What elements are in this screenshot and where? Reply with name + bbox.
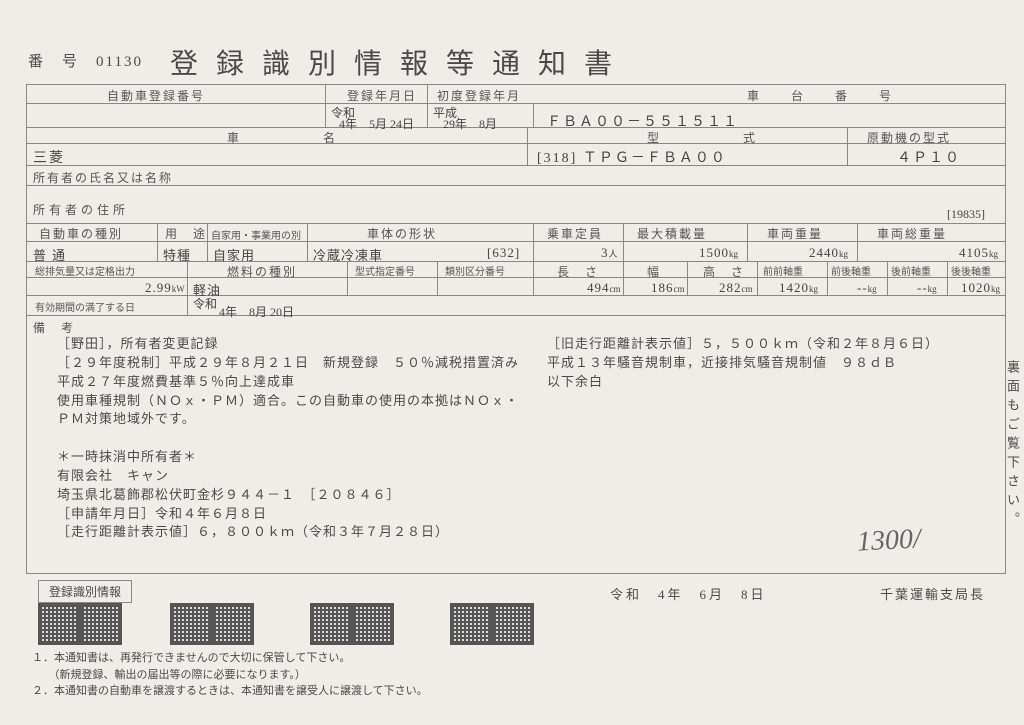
qrcode-icon: [212, 603, 254, 645]
lbl-model: 型 式: [647, 129, 767, 146]
qrcode-icon: [352, 603, 394, 645]
lbl-len: 長 さ: [557, 263, 599, 280]
issuer: 千葉運輸支局長: [880, 584, 985, 603]
chassis-no: ＦＢＡ００－５５１５１１: [547, 111, 739, 131]
v-class: 普通: [33, 245, 71, 264]
lbl-body: 車体の形状: [367, 225, 437, 242]
lbl-chassis: 車 台 番 号: [747, 87, 901, 104]
doc-number-label: 番 号 01130: [28, 50, 143, 71]
v-rr: 1020kg: [961, 280, 1000, 296]
v-ff: 1420kg: [779, 280, 818, 296]
qrcode-icon: [80, 603, 122, 645]
lbl-owner-name: 所有者の氏名又は名称: [33, 169, 173, 186]
lbl-first-reg: 初度登録年月: [437, 87, 521, 104]
exp-date: 4年 8月 20日: [219, 303, 294, 320]
lbl-owner-addr: 所有者の住所: [33, 201, 129, 218]
lbl-rr: 後後軸重: [951, 263, 991, 278]
lbl-class: 自動車の種別: [39, 225, 123, 242]
owner-num: [19835]: [947, 207, 985, 222]
doc-title: 登録識別情報等通知書: [170, 42, 630, 82]
v-disp: 2.99kW: [145, 280, 185, 296]
qrcode-icon: [492, 603, 534, 645]
lbl-expiry: 有効期間の満了する日: [35, 299, 135, 314]
lbl-private: 自家用・事業用の別: [211, 227, 301, 242]
lbl-rf: 後前軸重: [891, 263, 931, 278]
lbl-engine: 原動機の型式: [867, 129, 951, 146]
model-type: [318] ＴＰＧ－ＦＢＡ００: [537, 147, 727, 167]
qrcode-icon: [170, 603, 212, 645]
first-reg: 29年 8月: [443, 115, 497, 132]
lbl-disp: 総排気量又は定格出力: [35, 263, 135, 278]
footer-notes: １．本通知書は、再発行できませんので大切に保管して下さい。 （新規登録、輸出の届…: [32, 650, 428, 700]
v-len: 494cm: [587, 280, 621, 296]
lbl-ff: 前前軸重: [763, 263, 803, 278]
v-hgt: 282cm: [719, 280, 753, 296]
maker: 三菱: [33, 147, 65, 167]
v-load: 1500kg: [699, 245, 738, 261]
v-wt: 2440kg: [809, 245, 848, 261]
lbl-load: 最大積載量: [637, 225, 707, 242]
reg-date: 4年 5月 24日: [339, 115, 414, 132]
v-rf: --kg: [917, 280, 937, 296]
lbl-remarks: 備 考: [33, 319, 75, 336]
lbl-cat: 類別区分番号: [445, 263, 505, 278]
lbl-reg-date: 登録年月日: [347, 87, 417, 104]
lbl-weight: 車両重量: [767, 225, 823, 242]
v-body: 冷蔵冷凍車: [313, 245, 383, 264]
remarks-left: ［野田］，所有者変更記録 ［２９年度税制］平成２９年８月２１日 新規登録 ５０％…: [57, 335, 527, 542]
v-fr: --kg: [857, 280, 877, 296]
remarks-right: ［旧走行距離計表示値］５，５００ｋｍ（令和２年８月６日） 平成１３年騒音規制車，…: [547, 335, 987, 392]
side-note: 裏面もご覧下さい。: [1003, 360, 1022, 531]
engine-type: ４Ｐ１０: [897, 147, 961, 167]
issue-date: 令和 4年 6月 8日: [610, 584, 767, 603]
qrcode-icon: [38, 603, 80, 645]
v-priv: 自家用: [213, 245, 255, 264]
lbl-wid: 幅: [647, 263, 661, 280]
lbl-gross: 車両総重量: [877, 225, 947, 242]
qrcode-icon: [310, 603, 352, 645]
lbl-reg-no: 自動車登録番号: [107, 87, 205, 104]
lbl-cap: 乗車定員: [547, 225, 603, 242]
v-cap: 3人: [601, 245, 618, 261]
lbl-fr: 前後軸重: [831, 263, 871, 278]
lbl-use: 用 途: [165, 225, 207, 242]
qrcode-icon: [450, 603, 492, 645]
handwritten-note: 1300/: [856, 523, 921, 558]
v-wid: 186cm: [651, 280, 685, 296]
exp-era: 令和: [193, 295, 217, 312]
form-border: 自動車登録番号 登録年月日 初度登録年月 車 台 番 号 令和 4年 5月 24…: [26, 84, 1006, 574]
v-body-n: [632]: [487, 245, 520, 261]
lbl-hgt: 高 さ: [703, 263, 745, 280]
lbl-carname: 車 名: [227, 129, 347, 146]
lbl-typedes: 型式指定番号: [355, 263, 415, 278]
reg-info-label: 登録識別情報: [38, 580, 132, 603]
v-gross: 4105kg: [959, 245, 998, 261]
lbl-fuel: 燃料の種別: [227, 263, 297, 280]
